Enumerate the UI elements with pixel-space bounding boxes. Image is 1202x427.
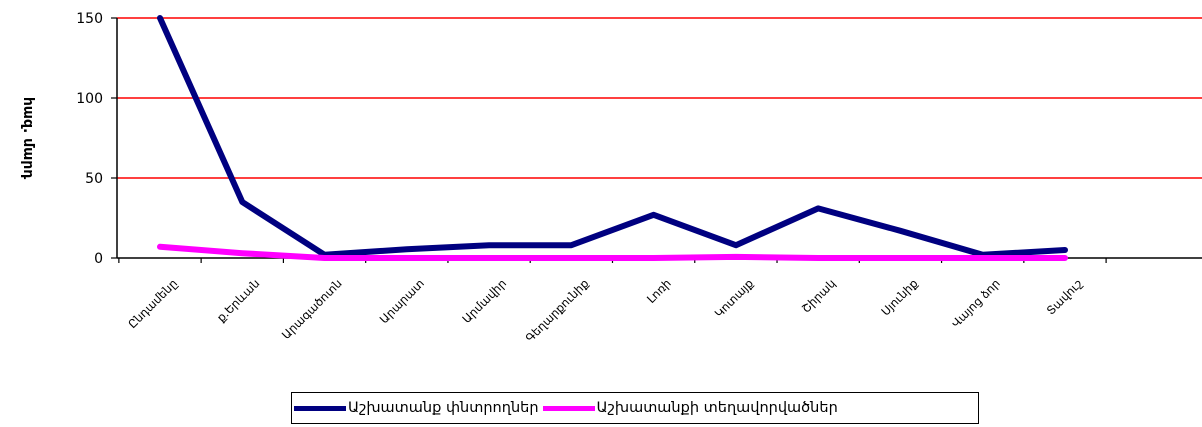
x-tick-label: Տավուշ — [1044, 276, 1085, 317]
y-tick-label: 100 — [76, 91, 103, 107]
x-tick-label: Ընդամենը — [125, 276, 180, 331]
x-tick-label: Կոտայք — [712, 276, 756, 320]
y-axis-label: հազ. մարդ — [20, 97, 36, 179]
legend-label-job-seekers: Աշխատանք փնտրողներ — [348, 400, 539, 416]
x-tick-labels: Ընդամենը ք.Երևան Արագածոտն Արարատ Արմավիր Գեղ… — [125, 276, 1085, 345]
legend-label-employed: Աշխատանքի տեղավորվածներ — [596, 400, 838, 416]
x-tick-label: Սյունիք — [878, 276, 920, 318]
y-tick-label: 50 — [85, 171, 103, 187]
legend-item-job-seekers: Աշխատանք փնտրողներ — [294, 400, 539, 416]
x-tick-label: Լոռի — [644, 276, 674, 306]
x-tick-label: ք.Երևան — [214, 276, 262, 324]
legend-item-employed: Աշխատանքի տեղավորվածներ — [542, 400, 838, 416]
y-tick-label: 0 — [94, 251, 103, 267]
x-tick-label: Վայոց ձոր — [949, 276, 1003, 330]
x-tick-label: Արմավիր — [459, 276, 509, 326]
legend-swatch-job-seekers — [294, 405, 346, 411]
y-tick-label: 150 — [76, 11, 103, 27]
x-tick-label: Արարատ — [377, 276, 427, 326]
x-tick-label: Արագածոտն — [279, 276, 345, 342]
gridlines — [117, 17, 1202, 179]
series-lines — [157, 15, 1068, 261]
legend-swatch-employed — [542, 405, 595, 411]
series-line-employed — [157, 243, 1068, 261]
series-line-job-seekers — [157, 15, 1068, 258]
legend: Աշխատանք փնտրողներ Աշխատանքի տեղավորվածն… — [291, 392, 979, 424]
y-tick-labels: 0 50 100 150 — [76, 11, 103, 267]
x-tick-label: Շիրակ — [799, 276, 838, 315]
x-tick-label: Գեղարքունիք — [523, 276, 592, 345]
